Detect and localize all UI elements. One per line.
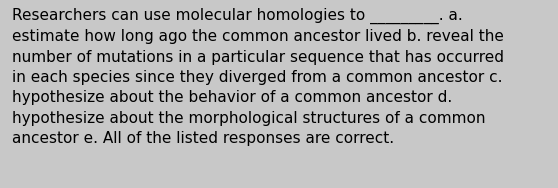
Text: Researchers can use molecular homologies to _________. a.
estimate how long ago : Researchers can use molecular homologies… [12, 8, 504, 146]
